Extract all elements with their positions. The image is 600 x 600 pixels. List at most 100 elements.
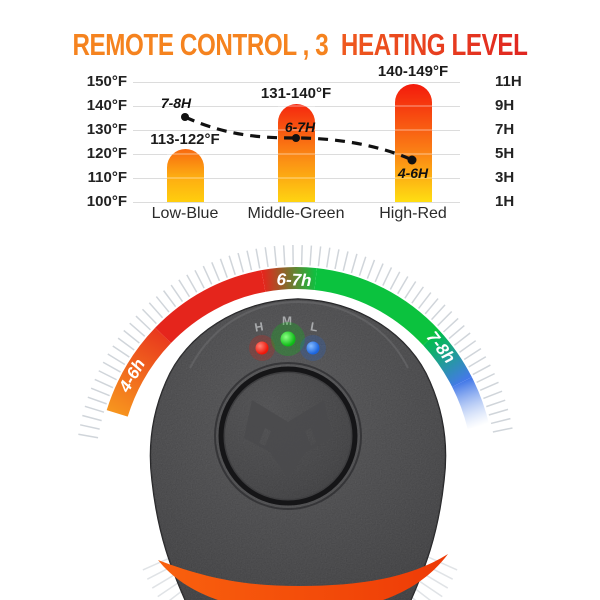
button-outer-ring <box>214 362 362 510</box>
tick <box>442 317 459 333</box>
y-axis-tick-100f: 100°F <box>86 193 127 210</box>
tick <box>326 247 331 268</box>
tick <box>82 414 102 422</box>
tick <box>382 267 393 286</box>
tick <box>178 279 191 298</box>
tick <box>237 252 245 273</box>
tick <box>404 281 417 299</box>
tick <box>358 256 367 276</box>
bar-value-mid: 131-140°F <box>260 85 332 102</box>
tick <box>492 427 513 433</box>
tick <box>463 347 482 361</box>
tick <box>135 315 151 331</box>
tick <box>488 408 509 416</box>
category-low-blue: Low-Blue <box>151 205 219 222</box>
indicator-label-low: L <box>309 319 319 334</box>
dial-segment-red <box>155 270 266 344</box>
rotation-arrow-swoosh <box>158 554 448 600</box>
indicator-label-high: H <box>254 319 265 334</box>
dial-segment-red-green <box>261 267 317 292</box>
tick <box>334 249 340 270</box>
tick <box>228 255 236 276</box>
right-axis-tick-5h: 5H <box>495 145 515 162</box>
tick <box>163 290 177 308</box>
tick <box>78 433 99 439</box>
title-orange-part: REMOTE CONTROL , 3 <box>72 26 329 62</box>
tick <box>87 396 107 405</box>
blue-led <box>306 341 320 355</box>
tick <box>490 417 511 425</box>
right-axis-tick-7h: 7H <box>495 121 515 138</box>
remote-control-illustration: 4-6h 6-7h 7-8h H M L <box>78 245 513 600</box>
tick <box>389 271 401 290</box>
right-axis-tick-11h: 11H <box>495 73 522 90</box>
bar-value-high: 140-149°F <box>377 63 449 80</box>
tick <box>472 364 491 376</box>
tick <box>211 261 221 282</box>
tick <box>468 356 487 368</box>
tick <box>107 353 126 366</box>
tick <box>418 292 432 309</box>
tick <box>186 274 198 293</box>
temperature-hours-chart: 150°F 140°F 130°F 120°F 110°F 100°F 11H … <box>0 0 600 240</box>
tick <box>430 304 446 321</box>
brand-logo-icon <box>244 400 332 478</box>
category-middle-green: Middle-Green <box>247 205 345 222</box>
dial-segment-green <box>314 268 440 346</box>
right-axis-tick-3h: 3H <box>495 169 515 186</box>
category-high-red: High-Red <box>379 205 447 222</box>
tick <box>309 245 313 266</box>
page-title: REMOTE CONTROL , 3 HEATING LEVEL <box>66 27 534 63</box>
tick <box>123 329 140 344</box>
y-axis-tick-150f: 150°F <box>86 73 127 90</box>
y-axis-tick-130f: 130°F <box>86 121 127 138</box>
dial-segment-orange <box>106 327 172 417</box>
tick <box>448 325 465 340</box>
tick <box>437 310 453 327</box>
tick <box>476 372 495 384</box>
tick <box>397 276 409 295</box>
red-led <box>255 341 269 355</box>
tick <box>117 337 135 351</box>
tick <box>483 390 503 400</box>
tick <box>84 405 105 413</box>
y-axis-tick-120f: 120°F <box>86 145 127 162</box>
tick <box>255 248 261 269</box>
tick <box>155 296 170 313</box>
tick <box>194 269 205 289</box>
dial-segment-blue-fade <box>452 377 490 430</box>
tick <box>202 265 213 285</box>
green-led <box>280 331 296 347</box>
tick <box>453 332 471 346</box>
tick <box>98 370 117 381</box>
tick <box>411 286 425 304</box>
dial-color-band <box>106 267 490 430</box>
tick <box>219 258 228 278</box>
tick <box>282 245 286 266</box>
tick <box>366 259 376 279</box>
tick <box>350 253 358 274</box>
tick <box>112 345 130 358</box>
remote-device: H M L <box>149 298 447 600</box>
tick <box>90 387 110 397</box>
tick <box>374 263 384 283</box>
bar-high-red <box>395 84 432 202</box>
tick <box>79 424 100 430</box>
tick <box>479 381 499 392</box>
bar-value-low: 113-122°F <box>150 131 220 148</box>
tick <box>246 250 253 271</box>
tick <box>458 340 477 353</box>
tick <box>129 322 146 337</box>
dial-label-6-7h: 6-7h <box>276 270 312 290</box>
dial-segment-green-blue <box>422 330 472 388</box>
gridline <box>133 202 460 203</box>
y-axis-tick-140f: 140°F <box>86 97 127 114</box>
indicator-label-medium: M <box>282 314 292 328</box>
bar-middle-green <box>278 104 315 202</box>
right-axis-tick-9h: 9H <box>495 97 515 114</box>
tick <box>264 247 269 268</box>
right-axis-tick-1h: 1H <box>495 193 515 210</box>
bar-low-blue <box>167 149 204 202</box>
tick <box>141 308 157 325</box>
